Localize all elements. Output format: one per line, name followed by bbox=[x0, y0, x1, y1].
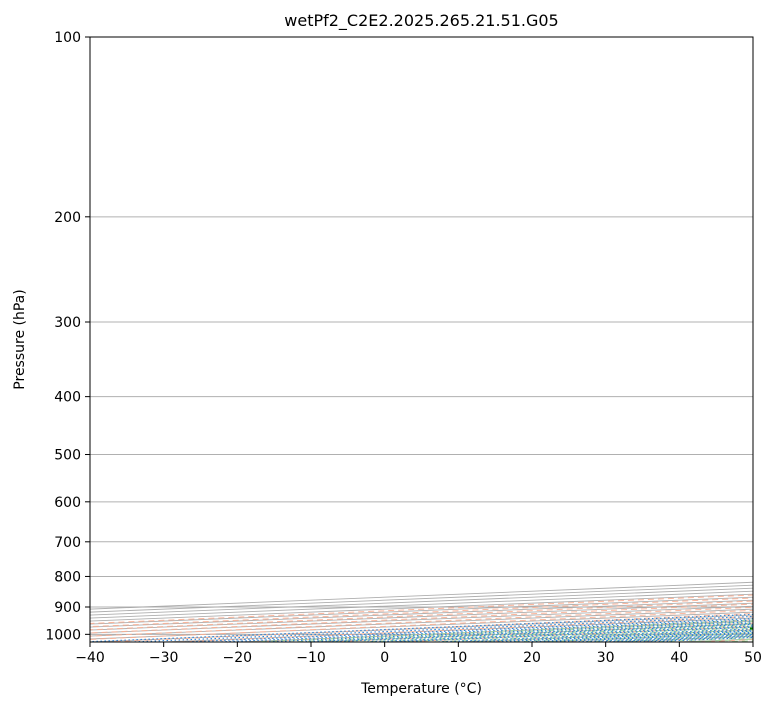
y-tick-label: 200 bbox=[54, 210, 81, 226]
y-tick-label: 900 bbox=[54, 600, 81, 616]
x-tick-label: −10 bbox=[296, 650, 326, 666]
background-lines bbox=[90, 37, 753, 642]
x-tick-label: 30 bbox=[597, 650, 615, 666]
x-tick-label: 10 bbox=[449, 650, 467, 666]
y-tick-label: 1000 bbox=[45, 627, 81, 643]
y-tick-label: 700 bbox=[54, 535, 81, 551]
x-tick-label: 20 bbox=[523, 650, 541, 666]
y-tick-label: 500 bbox=[54, 448, 81, 464]
y-axis-label: Pressure (hPa) bbox=[12, 289, 28, 389]
y-tick-label: 400 bbox=[54, 390, 81, 406]
x-tick-label: −20 bbox=[223, 650, 253, 666]
dry-adiabat-line bbox=[90, 594, 753, 624]
y-axis: 100 200 300 400 500 600 700 800 900 1000 bbox=[45, 30, 90, 643]
y-tick-label: 800 bbox=[54, 569, 81, 585]
x-tick-label: −40 bbox=[75, 650, 105, 666]
chart-title: wetPf2_C2E2.2025.265.21.51.G05 bbox=[284, 11, 558, 31]
x-tick-label: 0 bbox=[380, 650, 389, 666]
y-tick-label: 600 bbox=[54, 495, 81, 511]
y-tick-label: 300 bbox=[54, 315, 81, 331]
x-axis-label: Temperature (°C) bbox=[360, 681, 482, 697]
dry-adiabat-line bbox=[90, 597, 753, 628]
x-tick-label: −30 bbox=[149, 650, 179, 666]
x-axis: −40 −30 −20 −10 0 10 20 30 40 50 bbox=[75, 642, 762, 666]
x-tick-label: 40 bbox=[670, 650, 688, 666]
x-tick-label: 50 bbox=[744, 650, 762, 666]
y-tick-label: 100 bbox=[54, 30, 81, 46]
plot-frame bbox=[89, 36, 754, 643]
